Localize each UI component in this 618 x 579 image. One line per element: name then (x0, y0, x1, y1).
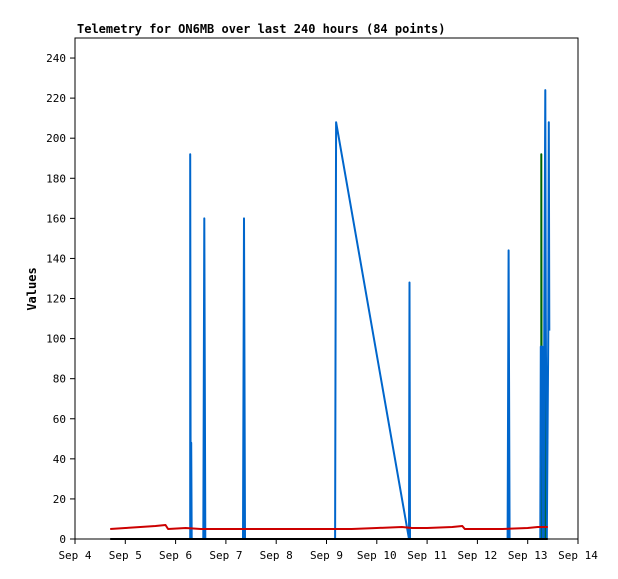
series-group (110, 89, 551, 540)
y-ticks: 0 20 40 60 80 100 120 140 160 180 200 220 240 (46, 52, 75, 546)
x-tick-label: Sep 10 (357, 549, 397, 562)
y-tick-label: 160 (46, 212, 66, 225)
y-tick-label: 40 (53, 453, 66, 466)
x-tick-label: Sep 11 (407, 549, 447, 562)
y-tick-label: 200 (46, 132, 66, 145)
y-tick-label: 0 (59, 533, 66, 546)
x-tick-label: Sep 9 (310, 549, 343, 562)
x-tick-label: Sep 4 (58, 549, 91, 562)
x-tick-label: Sep 14 (558, 549, 598, 562)
y-tick-label: 20 (53, 493, 66, 506)
x-ticks: Sep 4 Sep 5 Sep 6 Sep 7 Sep 8 Sep 9 Sep 10 Sep … (58, 539, 598, 562)
x-tick-label: Sep 5 (109, 549, 142, 562)
y-axis-label: Values (25, 267, 39, 310)
x-tick-label: Sep 13 (508, 549, 548, 562)
y-tick-label: 100 (46, 333, 66, 346)
y-tick-label: 240 (46, 52, 66, 65)
x-tick-label: Sep 8 (260, 549, 293, 562)
x-tick-label: Sep 12 (458, 549, 498, 562)
series-line-2 (189, 89, 551, 540)
chart-title: Telemetry for ON6MB over last 240 hours … (77, 22, 445, 36)
y-tick-label: 60 (53, 413, 66, 426)
y-tick-label: 120 (46, 293, 66, 306)
x-tick-label: Sep 7 (209, 549, 242, 562)
y-tick-label: 180 (46, 172, 66, 185)
plot-frame (74, 37, 579, 540)
y-tick-label: 140 (46, 252, 66, 265)
series-line-3 (110, 524, 548, 530)
x-tick-label: Sep 6 (159, 549, 192, 562)
y-tick-label: 80 (53, 373, 66, 386)
y-tick-label: 220 (46, 92, 66, 105)
